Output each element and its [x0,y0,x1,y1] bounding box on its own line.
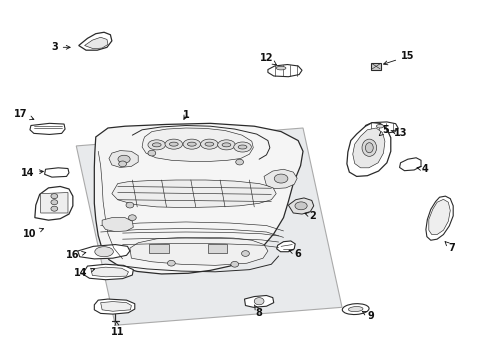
Ellipse shape [233,142,251,152]
Polygon shape [112,180,276,208]
Ellipse shape [204,142,213,146]
Circle shape [119,161,126,167]
Circle shape [148,150,156,156]
Ellipse shape [118,155,130,163]
Polygon shape [288,198,313,214]
Text: 7: 7 [444,242,454,253]
Polygon shape [264,169,297,189]
Text: 11: 11 [111,321,124,337]
Circle shape [51,194,58,199]
Ellipse shape [222,143,230,147]
Circle shape [254,298,264,305]
Text: 14: 14 [20,168,43,178]
Ellipse shape [200,139,218,149]
Polygon shape [352,128,384,168]
FancyBboxPatch shape [207,244,227,253]
Ellipse shape [347,307,362,312]
Polygon shape [365,122,397,134]
Ellipse shape [274,174,287,183]
Polygon shape [101,302,131,311]
FancyBboxPatch shape [370,63,380,69]
Polygon shape [30,123,65,134]
Polygon shape [79,32,112,50]
Text: 6: 6 [288,248,301,258]
Text: 15: 15 [383,51,414,65]
Polygon shape [76,128,341,325]
Circle shape [230,261,238,267]
Polygon shape [44,168,69,177]
Text: 1: 1 [182,111,189,121]
Circle shape [51,206,58,211]
Ellipse shape [169,142,178,146]
Circle shape [126,202,134,208]
Ellipse shape [187,142,196,146]
Text: 13: 13 [390,129,407,138]
FancyBboxPatch shape [149,244,168,253]
Ellipse shape [276,66,285,70]
Polygon shape [276,241,295,252]
Polygon shape [35,186,73,220]
Circle shape [241,251,249,256]
Text: 3: 3 [51,42,70,52]
Circle shape [128,215,136,221]
Polygon shape [130,237,267,265]
Polygon shape [94,299,135,314]
Text: 16: 16 [66,250,86,260]
Polygon shape [82,264,133,280]
Text: 5: 5 [379,125,388,136]
Text: 14: 14 [74,268,95,278]
Circle shape [167,260,175,266]
Ellipse shape [217,140,235,150]
Ellipse shape [294,202,306,210]
Polygon shape [244,296,273,307]
Text: 12: 12 [259,53,276,65]
Ellipse shape [183,139,200,149]
Polygon shape [84,37,108,49]
Ellipse shape [238,145,246,149]
Polygon shape [41,193,68,213]
Text: 4: 4 [416,164,427,174]
Polygon shape [267,64,302,77]
Polygon shape [91,267,128,277]
Ellipse shape [361,139,376,156]
Ellipse shape [152,143,161,147]
Polygon shape [142,128,253,161]
Ellipse shape [148,140,165,150]
Text: 10: 10 [23,228,43,239]
Text: 17: 17 [14,109,34,120]
Ellipse shape [376,125,383,128]
Polygon shape [399,158,420,171]
Text: 9: 9 [362,311,374,321]
Polygon shape [346,123,390,176]
Polygon shape [102,218,133,231]
Polygon shape [109,150,138,167]
Polygon shape [428,199,449,234]
Circle shape [235,159,243,165]
Text: 8: 8 [254,305,262,318]
Text: 2: 2 [304,211,316,221]
Polygon shape [94,123,303,274]
Ellipse shape [342,304,368,315]
Polygon shape [425,196,452,240]
Ellipse shape [164,139,182,149]
Ellipse shape [365,143,372,153]
Ellipse shape [95,247,113,257]
Polygon shape [78,244,130,259]
Circle shape [51,200,58,205]
